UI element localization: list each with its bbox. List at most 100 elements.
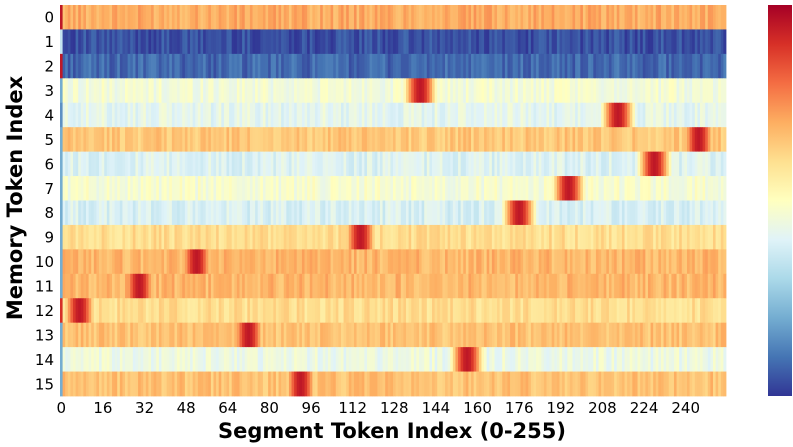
heatmap-cell [468,322,472,348]
heatmap-cell [262,151,266,177]
heatmap-cell [182,151,186,177]
heatmap-cell [288,249,292,275]
heatmap-cell [161,78,165,104]
heatmap-cell [236,298,240,324]
heatmap-cell [536,5,540,30]
heatmap-cell [351,347,355,372]
heatmap-cell [541,78,545,104]
heatmap-cell [437,224,441,250]
heatmap-cell [398,371,402,397]
heatmap-cell [504,176,508,201]
heatmap-cell [353,347,357,372]
heatmap-cell [231,29,235,55]
heatmap-cell [712,5,716,30]
heatmap-cell [546,53,550,79]
heatmap-cell [338,176,342,201]
heatmap-cell [268,176,272,201]
heatmap-cell [439,371,443,397]
heatmap-cell [494,78,498,104]
heatmap-cell [213,102,217,128]
heatmap-cell [502,151,506,177]
heatmap-cell [598,127,602,153]
heatmap-cell [296,273,300,299]
heatmap-cell [138,53,142,79]
heatmap-cell [65,322,69,348]
heatmap-cell [161,371,165,397]
heatmap-cell [60,249,63,275]
heatmap-cell [210,78,214,104]
heatmap-cell [210,249,214,275]
heatmap-cell [96,298,100,324]
heatmap-cell [491,273,495,299]
heatmap-cell [307,29,311,55]
heatmap-cell [366,200,370,226]
heatmap-cell [554,224,558,250]
heatmap-cell [88,78,92,104]
heatmap-cell [226,78,230,104]
heatmap-cell [517,273,521,299]
heatmap-cell [590,151,594,177]
heatmap-cell [60,5,63,30]
heatmap-cell [523,298,527,324]
heatmap-cell [366,5,370,30]
heatmap-cell [533,371,537,397]
heatmap-cell [582,200,586,226]
x-tick-label: 160 [463,399,492,417]
heatmap-cell [702,298,706,324]
heatmap-cell [190,200,194,226]
heatmap-cell [122,224,126,250]
heatmap-cell [270,29,274,55]
x-tick-label: 128 [380,399,409,417]
heatmap-cell [177,371,181,397]
heatmap-cell [624,78,628,104]
heatmap-cell [65,347,69,372]
heatmap-cell [569,53,573,79]
heatmap-cell [476,322,480,348]
heatmap-cell [138,347,142,372]
heatmap-cell [582,5,586,30]
heatmap-cell [348,29,352,55]
heatmap-cell [723,151,727,177]
heatmap-cell [187,249,191,275]
heatmap-cell [114,53,118,79]
heatmap-cell [432,53,436,79]
heatmap-cell [275,298,279,324]
heatmap-cell [718,5,722,30]
heatmap-cell [223,224,227,250]
heatmap-cell [598,176,602,201]
heatmap-cell [393,249,396,275]
heatmap-cell [366,347,370,372]
heatmap-cell [712,176,716,201]
heatmap-cell [684,200,688,226]
heatmap-cell [564,5,568,30]
heatmap-cell [112,176,116,201]
heatmap-cell [262,5,266,30]
heatmap-cell [356,200,360,226]
heatmap-cell [80,298,84,324]
heatmap-cell [291,371,295,397]
heatmap-cell [442,29,446,55]
x-axis-label: Segment Token Index (0-255) [218,419,566,443]
heatmap-cell [203,53,207,79]
heatmap-cell [377,53,381,79]
heatmap-cell [351,298,355,324]
heatmap-cell [200,371,204,397]
heatmap-cell [671,127,675,153]
heatmap-cell [177,298,181,324]
heatmap-cell [73,176,77,201]
heatmap-cell [143,249,147,275]
heatmap-cell [699,200,703,226]
heatmap-cell [637,224,641,250]
heatmap-cell [614,151,618,177]
heatmap-cell [205,347,209,372]
heatmap-cell [377,298,381,324]
heatmap-cell [385,176,389,201]
heatmap-cell [312,224,316,250]
heatmap-cell [450,29,454,55]
heatmap-cell [689,29,693,55]
heatmap-cell [434,249,438,275]
heatmap-cell [595,102,599,128]
y-tick-label: 7 [44,180,54,198]
heatmap-cell [515,176,519,201]
heatmap-cell [296,5,300,30]
